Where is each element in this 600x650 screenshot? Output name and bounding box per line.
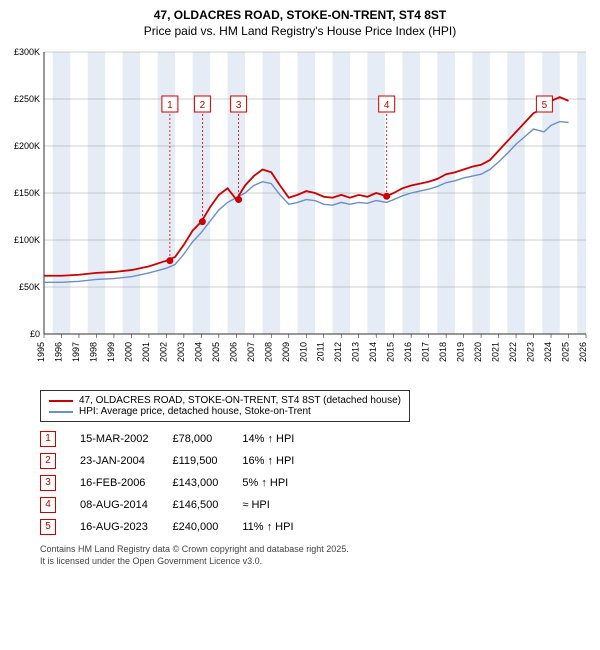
svg-text:2014: 2014 bbox=[368, 342, 378, 362]
svg-text:2018: 2018 bbox=[438, 342, 448, 362]
legend-item: HPI: Average price, detached house, Stok… bbox=[49, 406, 401, 417]
svg-text:2022: 2022 bbox=[508, 342, 518, 362]
svg-text:2016: 2016 bbox=[403, 342, 413, 362]
chart-svg: £0 £50K £100K £150K £200K £250K £300K 1995 1996 1… bbox=[8, 44, 592, 384]
svg-text:2006: 2006 bbox=[228, 342, 238, 362]
sale-price: £119,500 bbox=[172, 450, 242, 472]
svg-text:2008: 2008 bbox=[263, 342, 273, 362]
svg-text:2009: 2009 bbox=[281, 342, 291, 362]
svg-text:1: 1 bbox=[167, 100, 173, 111]
sale-note: 11% ↑ HPI bbox=[242, 516, 318, 538]
svg-text:4: 4 bbox=[384, 100, 390, 111]
svg-text:£250K: £250K bbox=[14, 94, 40, 104]
svg-text:£200K: £200K bbox=[14, 141, 40, 151]
svg-text:2001: 2001 bbox=[141, 342, 151, 362]
table-row: 5 16-AUG-2023£240,00011% ↑ HPI bbox=[40, 516, 318, 538]
table-row: 3 16-FEB-2006£143,0005% ↑ HPI bbox=[40, 472, 318, 494]
svg-text:2: 2 bbox=[200, 100, 206, 111]
sale-note: ≈ HPI bbox=[242, 494, 318, 516]
sale-price: £143,000 bbox=[172, 472, 242, 494]
svg-text:2010: 2010 bbox=[298, 342, 308, 362]
svg-text:2004: 2004 bbox=[193, 342, 203, 362]
svg-text:2023: 2023 bbox=[526, 342, 536, 362]
svg-text:1999: 1999 bbox=[106, 342, 116, 362]
sales-table: 1 15-MAR-2002£78,00014% ↑ HPI 2 23-JAN-2004… bbox=[40, 428, 318, 538]
svg-text:3: 3 bbox=[236, 100, 242, 111]
svg-text:2015: 2015 bbox=[386, 342, 396, 362]
legend-item: 47, OLDACRES ROAD, STOKE-ON-TRENT, ST4 8… bbox=[49, 395, 401, 406]
svg-text:2025: 2025 bbox=[561, 342, 571, 362]
svg-text:2002: 2002 bbox=[158, 342, 168, 362]
legend-swatch bbox=[49, 411, 73, 413]
chart-area: £0 £50K £100K £150K £200K £250K £300K 1995 1996 1… bbox=[8, 44, 592, 384]
sale-marker-icon: 2 bbox=[40, 453, 56, 469]
svg-text:2007: 2007 bbox=[246, 342, 256, 362]
footnote-line1: Contains HM Land Registry data © Crown c… bbox=[40, 544, 349, 554]
table-row: 4 08-AUG-2014£146,500≈ HPI bbox=[40, 494, 318, 516]
svg-text:£0: £0 bbox=[30, 329, 40, 339]
footnote-line2: It is licensed under the Open Government… bbox=[40, 556, 262, 566]
svg-text:£300K: £300K bbox=[14, 47, 40, 57]
sale-note: 5% ↑ HPI bbox=[242, 472, 318, 494]
svg-text:1995: 1995 bbox=[36, 342, 46, 362]
svg-text:£50K: £50K bbox=[19, 282, 40, 292]
svg-text:2013: 2013 bbox=[351, 342, 361, 362]
svg-text:2012: 2012 bbox=[333, 342, 343, 362]
svg-text:2011: 2011 bbox=[316, 342, 326, 361]
sale-marker-icon: 1 bbox=[40, 431, 56, 447]
sale-date: 16-AUG-2023 bbox=[80, 516, 172, 538]
chart-subtitle: Price paid vs. HM Land Registry's House … bbox=[8, 24, 592, 38]
sale-marker-icon: 3 bbox=[40, 475, 56, 491]
svg-text:1998: 1998 bbox=[88, 342, 98, 362]
sale-date: 16-FEB-2006 bbox=[80, 472, 172, 494]
svg-text:2020: 2020 bbox=[473, 342, 483, 362]
svg-text:1996: 1996 bbox=[53, 342, 63, 362]
sale-note: 14% ↑ HPI bbox=[242, 428, 318, 450]
svg-text:2003: 2003 bbox=[176, 342, 186, 362]
svg-text:2024: 2024 bbox=[543, 342, 553, 362]
svg-text:5: 5 bbox=[542, 100, 548, 111]
footnote: Contains HM Land Registry data © Crown c… bbox=[40, 544, 592, 567]
table-row: 1 15-MAR-2002£78,00014% ↑ HPI bbox=[40, 428, 318, 450]
svg-text:1997: 1997 bbox=[71, 342, 81, 362]
svg-text:2026: 2026 bbox=[578, 342, 588, 362]
sale-price: £146,500 bbox=[172, 494, 242, 516]
svg-text:2005: 2005 bbox=[211, 342, 221, 362]
svg-text:2021: 2021 bbox=[491, 342, 501, 362]
svg-text:£150K: £150K bbox=[14, 188, 40, 198]
svg-text:2000: 2000 bbox=[123, 342, 133, 362]
legend-swatch bbox=[49, 400, 73, 402]
sale-date: 23-JAN-2004 bbox=[80, 450, 172, 472]
chart-title: 47, OLDACRES ROAD, STOKE-ON-TRENT, ST4 8… bbox=[8, 8, 592, 22]
sale-price: £78,000 bbox=[172, 428, 242, 450]
table-row: 2 23-JAN-2004£119,50016% ↑ HPI bbox=[40, 450, 318, 472]
sale-marker-icon: 5 bbox=[40, 519, 56, 535]
sale-date: 15-MAR-2002 bbox=[80, 428, 172, 450]
legend-label: 47, OLDACRES ROAD, STOKE-ON-TRENT, ST4 8… bbox=[79, 395, 401, 406]
sale-marker-icon: 4 bbox=[40, 497, 56, 513]
sale-note: 16% ↑ HPI bbox=[242, 450, 318, 472]
sale-date: 08-AUG-2014 bbox=[80, 494, 172, 516]
svg-text:£100K: £100K bbox=[14, 235, 40, 245]
legend: 47, OLDACRES ROAD, STOKE-ON-TRENT, ST4 8… bbox=[40, 390, 410, 422]
svg-text:2017: 2017 bbox=[421, 342, 431, 362]
svg-text:2019: 2019 bbox=[456, 342, 466, 362]
sale-price: £240,000 bbox=[172, 516, 242, 538]
legend-label: HPI: Average price, detached house, Stok… bbox=[79, 406, 311, 417]
